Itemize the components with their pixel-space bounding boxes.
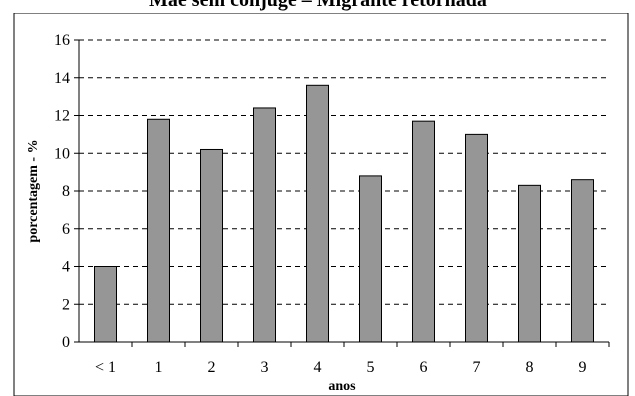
x-tick-label: 1 (155, 359, 163, 376)
bar (412, 120, 435, 343)
bar (200, 148, 223, 343)
x-tick-label: 9 (579, 359, 587, 376)
bar (359, 175, 382, 343)
y-tick-label: 16 (54, 32, 70, 49)
y-tick-label: 8 (62, 183, 70, 200)
chart-title: Mãe sem cônjuge – Migrante retornada (149, 0, 487, 11)
y-tick-label: 2 (62, 296, 70, 313)
x-tick-labels: < 1 1 2 3 4 5 6 7 8 9 (95, 359, 587, 376)
x-tick-label: 3 (261, 359, 269, 376)
y-tick-label: 10 (54, 145, 70, 162)
axes (78, 40, 609, 343)
y-tick-label: 6 (62, 221, 70, 238)
x-tick-label: 8 (526, 359, 534, 376)
bar (465, 133, 488, 343)
y-axis-title: porcentagem - % (26, 139, 41, 242)
x-tick-label: 4 (314, 359, 322, 376)
bar (518, 184, 541, 343)
x-tick-label: < 1 (95, 359, 116, 376)
bar (94, 266, 117, 343)
x-tick-label: 5 (367, 359, 375, 376)
y-tick-label: 12 (54, 108, 70, 125)
y-tick-label: 0 (62, 334, 70, 351)
x-tick-label: 2 (208, 359, 216, 376)
x-axis-title: anos (328, 379, 356, 394)
bar (306, 84, 329, 343)
x-tick-label: 7 (473, 359, 481, 376)
y-tick-label: 14 (54, 70, 70, 87)
bar (571, 179, 594, 343)
y-tick-labels: 0 2 4 6 8 10 12 14 16 (54, 32, 70, 351)
bar (147, 118, 170, 343)
x-tick-label: 6 (420, 359, 428, 376)
y-tick-label: 4 (62, 259, 70, 276)
title-band (0, 0, 635, 13)
bar (253, 107, 276, 343)
